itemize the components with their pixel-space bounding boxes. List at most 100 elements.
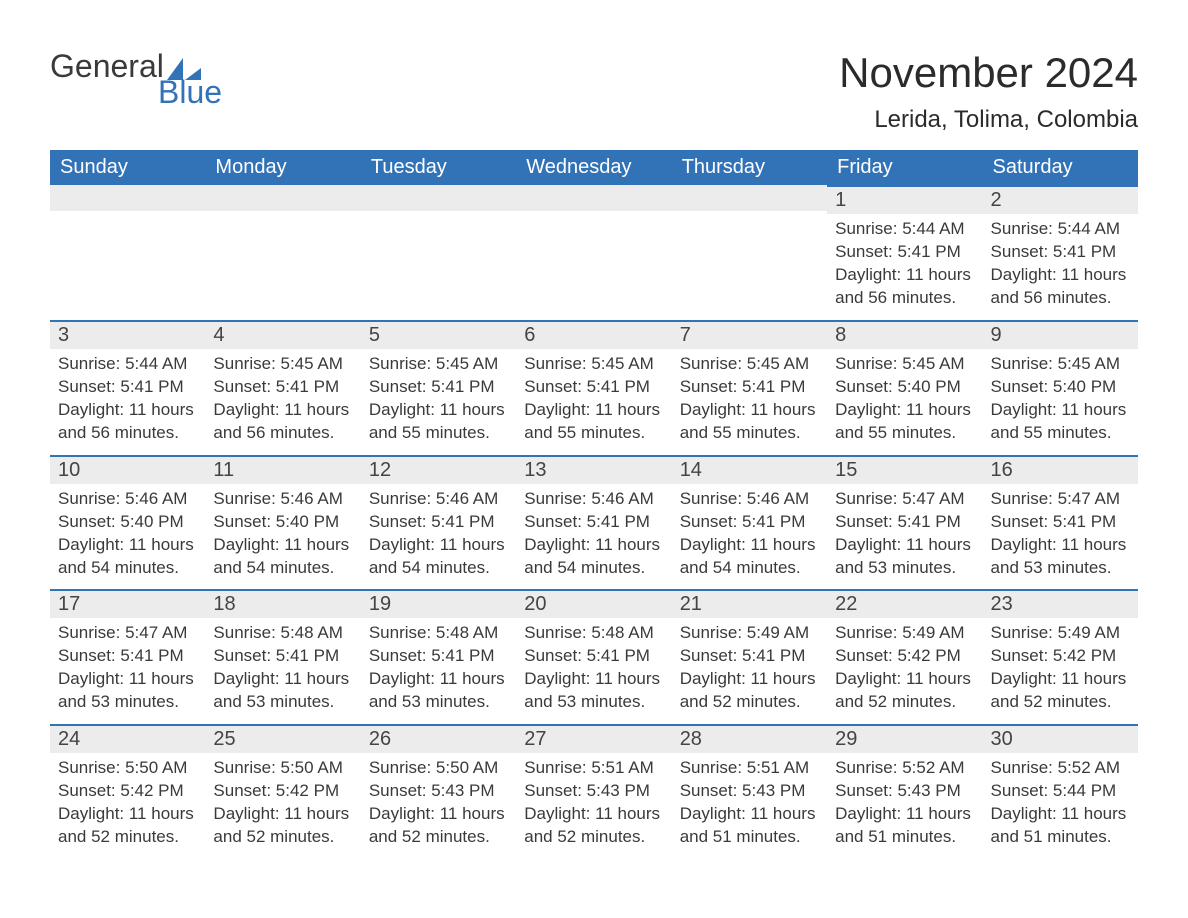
sunrise-line: Sunrise: 5:45 AM — [213, 353, 352, 376]
day-number: 17 — [50, 589, 205, 618]
sunrise-line: Sunrise: 5:46 AM — [524, 488, 663, 511]
daylight-line: Daylight: 11 hours and 53 minutes. — [369, 668, 508, 714]
sunset-line: Sunset: 5:41 PM — [58, 376, 197, 399]
day-body: Sunrise: 5:51 AMSunset: 5:43 PMDaylight:… — [672, 753, 827, 859]
day-number: 13 — [516, 455, 671, 484]
calendar-day-cell: 16Sunrise: 5:47 AMSunset: 5:41 PMDayligh… — [983, 455, 1138, 590]
day-number: 16 — [983, 455, 1138, 484]
weekday-header: Sunday — [50, 150, 205, 185]
sunset-line: Sunset: 5:41 PM — [680, 645, 819, 668]
sunrise-line: Sunrise: 5:49 AM — [991, 622, 1130, 645]
day-number: 8 — [827, 320, 982, 349]
calendar-day-cell: 24Sunrise: 5:50 AMSunset: 5:42 PMDayligh… — [50, 724, 205, 859]
calendar-day-cell: 17Sunrise: 5:47 AMSunset: 5:41 PMDayligh… — [50, 589, 205, 724]
sunset-line: Sunset: 5:41 PM — [835, 241, 974, 264]
sunset-line: Sunset: 5:42 PM — [991, 645, 1130, 668]
day-number: 7 — [672, 320, 827, 349]
sunrise-line: Sunrise: 5:45 AM — [835, 353, 974, 376]
sunset-line: Sunset: 5:42 PM — [835, 645, 974, 668]
day-number: 29 — [827, 724, 982, 753]
sunset-line: Sunset: 5:40 PM — [835, 376, 974, 399]
day-body: Sunrise: 5:49 AMSunset: 5:42 PMDaylight:… — [827, 618, 982, 724]
daylight-line: Daylight: 11 hours and 52 minutes. — [835, 668, 974, 714]
weekday-header: Friday — [827, 150, 982, 185]
sunrise-line: Sunrise: 5:45 AM — [524, 353, 663, 376]
day-body: Sunrise: 5:47 AMSunset: 5:41 PMDaylight:… — [50, 618, 205, 724]
calendar-day-cell: 7Sunrise: 5:45 AMSunset: 5:41 PMDaylight… — [672, 320, 827, 455]
calendar-week-row: 10Sunrise: 5:46 AMSunset: 5:40 PMDayligh… — [50, 455, 1138, 590]
day-number: 1 — [827, 185, 982, 214]
daylight-line: Daylight: 11 hours and 52 minutes. — [213, 803, 352, 849]
day-number: 20 — [516, 589, 671, 618]
day-number: 22 — [827, 589, 982, 618]
sunset-line: Sunset: 5:41 PM — [524, 511, 663, 534]
daylight-line: Daylight: 11 hours and 56 minutes. — [213, 399, 352, 445]
day-body: Sunrise: 5:50 AMSunset: 5:42 PMDaylight:… — [205, 753, 360, 859]
day-number: 25 — [205, 724, 360, 753]
day-body: Sunrise: 5:49 AMSunset: 5:42 PMDaylight:… — [983, 618, 1138, 724]
day-body: Sunrise: 5:50 AMSunset: 5:42 PMDaylight:… — [50, 753, 205, 859]
calendar-week-row: 1Sunrise: 5:44 AMSunset: 5:41 PMDaylight… — [50, 185, 1138, 320]
daylight-line: Daylight: 11 hours and 51 minutes. — [680, 803, 819, 849]
sunrise-line: Sunrise: 5:47 AM — [991, 488, 1130, 511]
sunset-line: Sunset: 5:40 PM — [58, 511, 197, 534]
daylight-line: Daylight: 11 hours and 52 minutes. — [524, 803, 663, 849]
day-body: Sunrise: 5:46 AMSunset: 5:40 PMDaylight:… — [50, 484, 205, 590]
calendar-day-cell: 2Sunrise: 5:44 AMSunset: 5:41 PMDaylight… — [983, 185, 1138, 320]
calendar-day-cell: 6Sunrise: 5:45 AMSunset: 5:41 PMDaylight… — [516, 320, 671, 455]
day-number: 15 — [827, 455, 982, 484]
sunset-line: Sunset: 5:41 PM — [991, 511, 1130, 534]
day-number: 2 — [983, 185, 1138, 214]
day-number: 24 — [50, 724, 205, 753]
sunset-line: Sunset: 5:41 PM — [213, 376, 352, 399]
location: Lerida, Tolima, Colombia — [839, 106, 1138, 134]
day-number: 4 — [205, 320, 360, 349]
sunset-line: Sunset: 5:41 PM — [524, 376, 663, 399]
day-body: Sunrise: 5:52 AMSunset: 5:43 PMDaylight:… — [827, 753, 982, 859]
sunrise-line: Sunrise: 5:45 AM — [369, 353, 508, 376]
weekday-header: Saturday — [983, 150, 1138, 185]
day-body: Sunrise: 5:47 AMSunset: 5:41 PMDaylight:… — [983, 484, 1138, 590]
calendar-day-cell: 12Sunrise: 5:46 AMSunset: 5:41 PMDayligh… — [361, 455, 516, 590]
sunrise-line: Sunrise: 5:46 AM — [369, 488, 508, 511]
day-body: Sunrise: 5:50 AMSunset: 5:43 PMDaylight:… — [361, 753, 516, 859]
day-number: 26 — [361, 724, 516, 753]
daylight-line: Daylight: 11 hours and 55 minutes. — [369, 399, 508, 445]
calendar-day-cell: 22Sunrise: 5:49 AMSunset: 5:42 PMDayligh… — [827, 589, 982, 724]
empty-day-header — [361, 185, 516, 211]
day-body: Sunrise: 5:44 AMSunset: 5:41 PMDaylight:… — [50, 349, 205, 455]
sunset-line: Sunset: 5:41 PM — [835, 511, 974, 534]
calendar-day-cell — [205, 185, 360, 320]
header-row: General Blue November 2024 Lerida, Tolim… — [50, 50, 1138, 134]
day-number: 21 — [672, 589, 827, 618]
calendar-day-cell: 10Sunrise: 5:46 AMSunset: 5:40 PMDayligh… — [50, 455, 205, 590]
calendar-page: General Blue November 2024 Lerida, Tolim… — [0, 0, 1188, 899]
day-body: Sunrise: 5:46 AMSunset: 5:41 PMDaylight:… — [361, 484, 516, 590]
daylight-line: Daylight: 11 hours and 52 minutes. — [369, 803, 508, 849]
calendar-day-cell — [361, 185, 516, 320]
calendar-week-row: 17Sunrise: 5:47 AMSunset: 5:41 PMDayligh… — [50, 589, 1138, 724]
calendar-day-cell: 11Sunrise: 5:46 AMSunset: 5:40 PMDayligh… — [205, 455, 360, 590]
calendar-day-cell: 5Sunrise: 5:45 AMSunset: 5:41 PMDaylight… — [361, 320, 516, 455]
sunset-line: Sunset: 5:41 PM — [524, 645, 663, 668]
day-number: 10 — [50, 455, 205, 484]
calendar-day-cell: 25Sunrise: 5:50 AMSunset: 5:42 PMDayligh… — [205, 724, 360, 859]
day-body: Sunrise: 5:52 AMSunset: 5:44 PMDaylight:… — [983, 753, 1138, 859]
calendar-day-cell: 15Sunrise: 5:47 AMSunset: 5:41 PMDayligh… — [827, 455, 982, 590]
day-body: Sunrise: 5:46 AMSunset: 5:41 PMDaylight:… — [672, 484, 827, 590]
empty-day-header — [205, 185, 360, 211]
day-number: 19 — [361, 589, 516, 618]
calendar-table: SundayMondayTuesdayWednesdayThursdayFrid… — [50, 150, 1138, 859]
sunrise-line: Sunrise: 5:49 AM — [680, 622, 819, 645]
calendar-day-cell: 26Sunrise: 5:50 AMSunset: 5:43 PMDayligh… — [361, 724, 516, 859]
day-number: 30 — [983, 724, 1138, 753]
sunset-line: Sunset: 5:41 PM — [680, 511, 819, 534]
sunset-line: Sunset: 5:41 PM — [58, 645, 197, 668]
day-body: Sunrise: 5:45 AMSunset: 5:40 PMDaylight:… — [827, 349, 982, 455]
sunrise-line: Sunrise: 5:50 AM — [58, 757, 197, 780]
day-body: Sunrise: 5:48 AMSunset: 5:41 PMDaylight:… — [361, 618, 516, 724]
daylight-line: Daylight: 11 hours and 53 minutes. — [58, 668, 197, 714]
day-body: Sunrise: 5:45 AMSunset: 5:41 PMDaylight:… — [361, 349, 516, 455]
sunrise-line: Sunrise: 5:50 AM — [369, 757, 508, 780]
sunrise-line: Sunrise: 5:44 AM — [835, 218, 974, 241]
